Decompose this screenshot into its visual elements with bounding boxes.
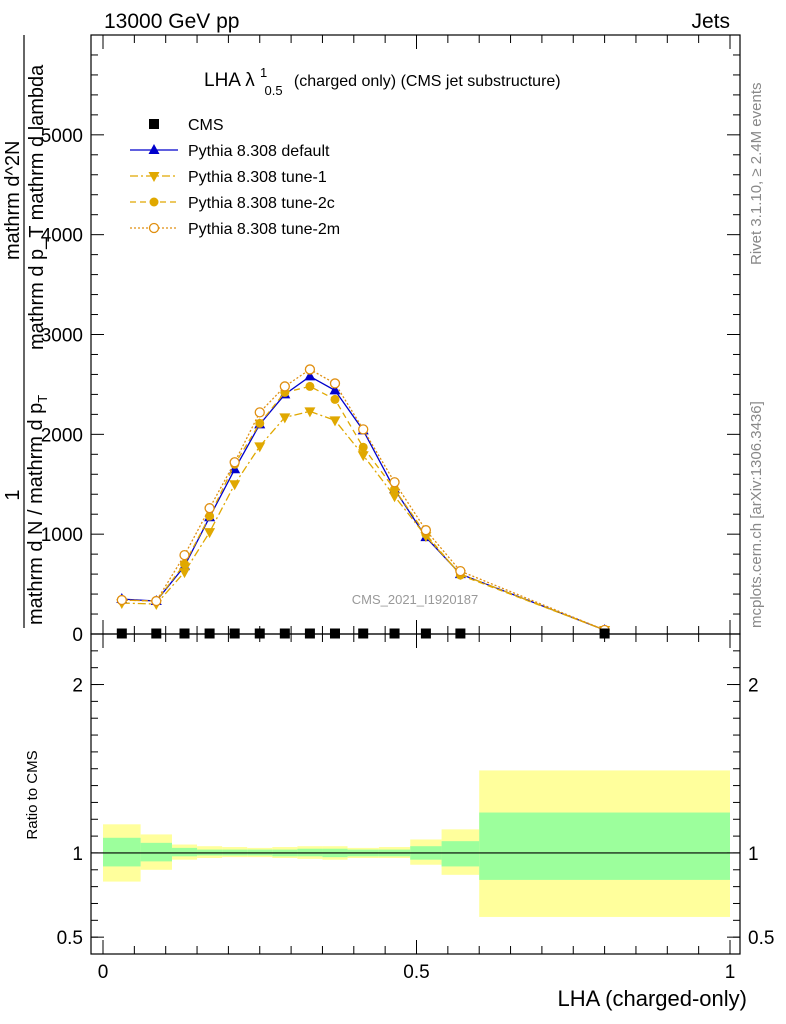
data-point	[304, 364, 316, 375]
legend-label: CMS	[188, 117, 224, 134]
data-point	[179, 549, 190, 561]
data-point	[304, 407, 316, 418]
data-point	[455, 565, 466, 577]
data-point	[205, 511, 215, 521]
data-point	[204, 503, 215, 514]
top-ylabel: 1 mathrm d N / mathrm d pT mathrm d^2N m…	[2, 35, 50, 628]
plot-title-sup: 1	[260, 65, 267, 80]
legend-marker	[149, 197, 159, 207]
data-point	[279, 381, 290, 392]
legend-marker	[148, 144, 160, 154]
data-point	[357, 451, 369, 462]
data-point	[229, 457, 240, 468]
ylabel-prefix: 1	[2, 489, 24, 500]
plot-title-sub: 0.5	[265, 83, 283, 98]
y-tick-label: 4000	[41, 226, 83, 247]
header-left: 13000 GeV pp	[104, 10, 239, 33]
y-tick-label: 2000	[41, 425, 83, 446]
data-point	[179, 568, 191, 579]
ylabel-line1-sub: T	[35, 395, 50, 403]
ratio-ylabel: Ratio to CMS	[24, 750, 41, 839]
data-point	[116, 594, 127, 606]
mcplots-label: mcplots.cern.ch [arXiv:1306.3436]	[748, 401, 765, 628]
ylabel-line1: mathrm d N / mathrm d pT	[25, 395, 50, 625]
data-point	[229, 480, 241, 491]
series-line	[121, 368, 605, 631]
x-tick-label: 1	[725, 962, 736, 983]
data-point	[204, 528, 216, 539]
x-tick-label: 0.5	[403, 962, 429, 983]
legend: CMS Pythia 8.308 default Pythia 8.308 tune…	[130, 117, 340, 238]
data-point	[389, 492, 401, 503]
series-layer	[116, 364, 611, 639]
data-point	[358, 442, 368, 452]
ratio-tick-label-right: 2	[748, 676, 759, 697]
data-point	[358, 424, 369, 435]
data-point	[254, 407, 265, 418]
analysis-watermark: CMS_2021_I1920187	[352, 592, 479, 607]
ratio-tick-label: 0.5	[57, 928, 83, 949]
legend-label: Pythia 8.308 tune-2m	[188, 221, 340, 238]
ratio-band-inner	[479, 812, 730, 880]
rivet-label: Rivet 3.1.10, ≥ 2.4M events	[748, 83, 765, 266]
data-point	[305, 381, 315, 391]
legend-label: Pythia 8.308 tune-1	[188, 169, 327, 186]
plot-title-rest: (charged only) (CMS jet substructure)	[294, 73, 561, 90]
ylabel-line3: mathrm d p_T mathrm d lambda	[26, 64, 48, 350]
ratio-bands	[91, 770, 740, 917]
ylabel-line1-main: mathrm d N / mathrm d p	[25, 403, 47, 625]
series-line	[121, 385, 605, 631]
data-point	[420, 525, 432, 536]
y-tick-label: 3000	[41, 326, 83, 347]
y-tick-label: 1000	[41, 525, 83, 546]
data-point	[329, 416, 341, 427]
ratio-axes: 0 0.5 1 0.5 0.5 1 1 2 2	[57, 634, 774, 983]
ratio-band-inner	[140, 842, 172, 862]
data-point	[255, 418, 265, 428]
x-axis-label: LHA (charged-only)	[557, 986, 747, 1011]
data-point	[304, 370, 316, 381]
ratio-plot-frame	[90, 633, 741, 955]
ratio-tick-label-right: 0.5	[748, 928, 774, 949]
ratio-tick-label: 2	[72, 676, 83, 697]
ratio-band-inner	[171, 847, 198, 857]
plot-title: LHA λ 1 0.5 (charged only) (CMS jet subs…	[204, 61, 561, 100]
ratio-band-inner	[103, 837, 141, 867]
legend-marker	[149, 119, 159, 129]
data-point	[329, 378, 341, 389]
data-point	[180, 559, 190, 569]
legend-label: Pythia 8.308 tune-2c	[188, 195, 335, 212]
data-point	[389, 477, 400, 488]
data-point	[329, 384, 341, 395]
data-point	[330, 394, 340, 404]
top-axes: 0 1000 2000 3000 4000 5000	[41, 35, 740, 646]
legend-marker	[148, 222, 160, 234]
plot-title-main: LHA λ	[204, 70, 255, 91]
ratio-tick-label-right: 1	[748, 844, 759, 865]
x-tick-label: 0	[98, 962, 109, 983]
legend-marker	[148, 172, 160, 182]
legend-label: Pythia 8.308 default	[188, 143, 330, 160]
y-tick-label: 0	[72, 625, 83, 646]
data-point	[254, 442, 266, 453]
data-point	[151, 595, 162, 607]
data-point	[390, 484, 400, 494]
ratio-band-inner	[441, 841, 480, 867]
header-right: Jets	[691, 10, 730, 33]
ylabel-line2: mathrm d^2N	[2, 141, 24, 260]
data-point	[279, 413, 291, 424]
y-tick-label: 5000	[41, 126, 83, 147]
ratio-tick-label: 1	[72, 844, 83, 865]
